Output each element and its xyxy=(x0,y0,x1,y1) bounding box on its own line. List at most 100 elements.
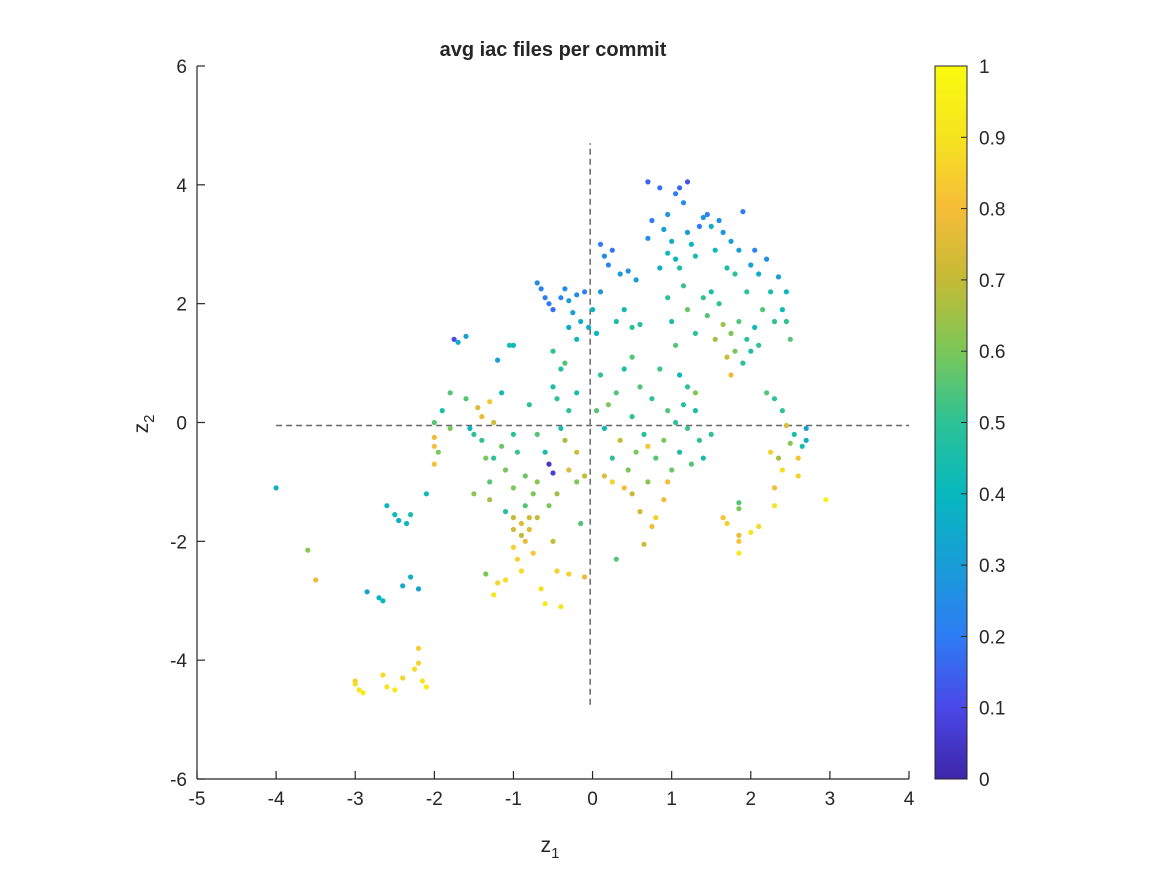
data-point xyxy=(700,295,706,301)
data-point xyxy=(538,586,544,592)
data-point xyxy=(384,503,390,509)
data-point xyxy=(582,289,588,295)
colorbar-tick-label: 0.9 xyxy=(979,128,1005,149)
data-point xyxy=(431,434,437,440)
data-point xyxy=(724,354,730,360)
data-point xyxy=(530,550,536,556)
data-point xyxy=(483,455,489,461)
data-point xyxy=(360,690,366,696)
data-point xyxy=(665,295,671,301)
colorbar-tick-label: 0.5 xyxy=(979,414,1005,435)
axes: -5 -4 -3 -2 -1 0 1 2 3 4 -6 -4 -2 0 2 4 6 xyxy=(170,57,915,810)
data-point xyxy=(692,390,699,396)
data-point xyxy=(455,339,461,345)
chart-title: avg iac files per commit xyxy=(440,39,667,61)
data-point xyxy=(744,289,750,295)
data-point xyxy=(419,678,426,684)
data-point xyxy=(783,289,790,295)
data-point xyxy=(756,523,762,530)
data-point xyxy=(586,324,592,330)
colorbar-tick-label: 0.1 xyxy=(979,699,1005,720)
data-point xyxy=(510,431,516,437)
data-point xyxy=(479,437,485,443)
data-point xyxy=(562,437,568,443)
data-point xyxy=(546,301,552,307)
data-point xyxy=(661,497,667,503)
data-point xyxy=(431,443,437,449)
x-tick-label: 0 xyxy=(587,789,598,810)
x-tick-label: -5 xyxy=(189,789,206,810)
data-point xyxy=(752,324,758,330)
data-point xyxy=(649,217,655,224)
data-point xyxy=(637,384,643,390)
data-point xyxy=(712,336,718,342)
data-point xyxy=(795,473,801,479)
data-point xyxy=(408,511,414,518)
data-point xyxy=(570,310,576,316)
data-point xyxy=(530,491,536,497)
data-point xyxy=(471,491,477,497)
data-point xyxy=(716,217,722,224)
data-point xyxy=(364,589,370,595)
data-point xyxy=(566,408,572,414)
data-point xyxy=(629,324,635,330)
data-point xyxy=(574,449,580,455)
colorbar-tick-label: 0.6 xyxy=(979,342,1005,363)
data-point xyxy=(669,318,675,325)
data-point xyxy=(771,485,778,491)
data-point xyxy=(736,532,742,539)
data-point xyxy=(518,520,525,527)
data-point xyxy=(641,431,647,437)
data-point xyxy=(534,431,540,437)
data-point xyxy=(392,687,398,693)
data-point xyxy=(728,372,734,378)
data-point xyxy=(463,333,469,339)
data-point xyxy=(356,687,362,693)
colorbar-tick-label: 0.4 xyxy=(979,485,1006,506)
data-point xyxy=(542,295,548,301)
data-point xyxy=(661,226,667,232)
data-point xyxy=(760,307,766,313)
data-point xyxy=(502,467,509,473)
data-point xyxy=(495,357,501,363)
data-point xyxy=(499,443,505,449)
data-point xyxy=(578,520,584,527)
data-point xyxy=(756,342,762,348)
y-tick-label: -4 xyxy=(170,651,187,672)
x-tick-label: 4 xyxy=(904,789,915,810)
data-point xyxy=(550,348,556,354)
data-point xyxy=(534,280,540,286)
data-point xyxy=(305,547,311,553)
x-tick-label: 2 xyxy=(745,789,756,810)
data-point xyxy=(621,307,627,313)
data-point xyxy=(574,336,580,342)
data-point xyxy=(724,520,730,527)
data-point xyxy=(637,321,643,328)
data-point xyxy=(779,307,786,313)
data-point xyxy=(708,289,714,295)
data-point xyxy=(629,354,635,360)
data-point xyxy=(625,268,631,274)
data-point xyxy=(609,455,615,461)
data-point xyxy=(680,200,687,206)
data-point xyxy=(522,538,528,544)
data-point xyxy=(803,425,809,431)
data-point xyxy=(708,223,714,229)
data-point xyxy=(775,274,782,280)
data-point xyxy=(736,538,742,544)
colorbar-tick-label: 0 xyxy=(979,770,990,791)
data-point xyxy=(795,455,801,461)
data-point xyxy=(637,509,643,515)
data-point xyxy=(617,271,623,277)
colorbar-tick-label: 0.2 xyxy=(979,627,1005,648)
data-point xyxy=(593,408,600,414)
data-point xyxy=(514,449,521,455)
data-point xyxy=(558,604,564,610)
data-point xyxy=(748,262,754,268)
data-point xyxy=(700,214,706,221)
data-point xyxy=(653,515,659,521)
data-point xyxy=(605,402,612,408)
data-point xyxy=(787,440,793,446)
data-point xyxy=(546,503,552,509)
